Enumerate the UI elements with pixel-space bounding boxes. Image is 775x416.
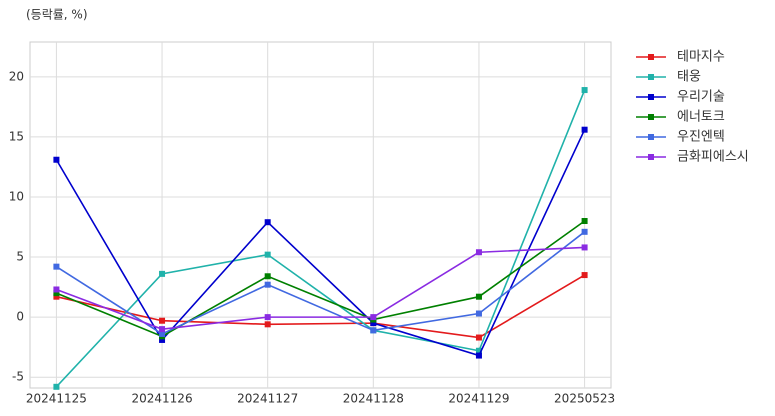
point: [581, 228, 588, 235]
point: [581, 272, 588, 279]
series-line: [56, 246, 585, 330]
x-tick-label: 20241127: [237, 392, 298, 406]
point: [581, 218, 588, 225]
point: [475, 310, 482, 317]
point: [264, 281, 271, 288]
x-tick-label: 20241125: [26, 392, 87, 406]
point: [159, 270, 166, 277]
legend-marker: [648, 54, 654, 60]
point: [581, 126, 588, 133]
point: [475, 249, 482, 256]
point: [475, 334, 482, 341]
point: [53, 290, 60, 297]
point: [581, 87, 588, 94]
legend-label: 우리기술: [677, 90, 725, 105]
y-tick-label: 20: [9, 69, 24, 83]
point: [370, 320, 377, 327]
legend-label: 테마지수: [677, 50, 725, 65]
point: [53, 263, 60, 270]
legend-marker: [648, 114, 654, 120]
point: [264, 314, 271, 321]
legend-label: 금화피에스시: [677, 150, 749, 165]
point: [475, 352, 482, 359]
series-line: [56, 274, 585, 339]
point: [159, 326, 166, 333]
point: [475, 347, 482, 354]
point: [159, 336, 166, 343]
legend-label: 에너토크: [677, 110, 725, 125]
legend-label: 태웅: [677, 70, 701, 85]
y-tick-label: -5: [12, 370, 24, 384]
series-line: [55, 89, 586, 388]
plot-frame: [29, 41, 612, 389]
point: [264, 321, 271, 328]
y-tick-label: 15: [9, 129, 24, 143]
point: [475, 293, 482, 300]
x-tick-label: 20241126: [132, 392, 193, 406]
x-tick-label: 20250523: [554, 392, 615, 406]
legend-label: 우진엔텍: [677, 130, 725, 145]
point: [264, 251, 271, 258]
point: [159, 317, 166, 324]
y-tick-label: 10: [9, 189, 24, 203]
x-tick-label: 20241129: [448, 392, 509, 406]
legend-marker: [648, 74, 654, 80]
series-line: [55, 129, 586, 357]
subtitle: (등락률, %): [26, 8, 88, 22]
point: [370, 314, 377, 321]
y-tick-label: 5: [16, 250, 24, 264]
point: [159, 330, 166, 337]
point: [53, 383, 60, 390]
point: [581, 244, 588, 251]
point: [53, 293, 60, 300]
legend-marker: [648, 134, 654, 140]
x-tick-label: 20241128: [343, 392, 404, 406]
series-line: [56, 220, 586, 338]
point: [370, 327, 377, 334]
point: [53, 156, 60, 163]
point: [53, 286, 60, 293]
legend-marker: [648, 94, 654, 100]
legend-marker: [648, 154, 654, 160]
point: [264, 273, 271, 280]
y-tick-label: 0: [16, 310, 24, 324]
point: [264, 219, 271, 226]
